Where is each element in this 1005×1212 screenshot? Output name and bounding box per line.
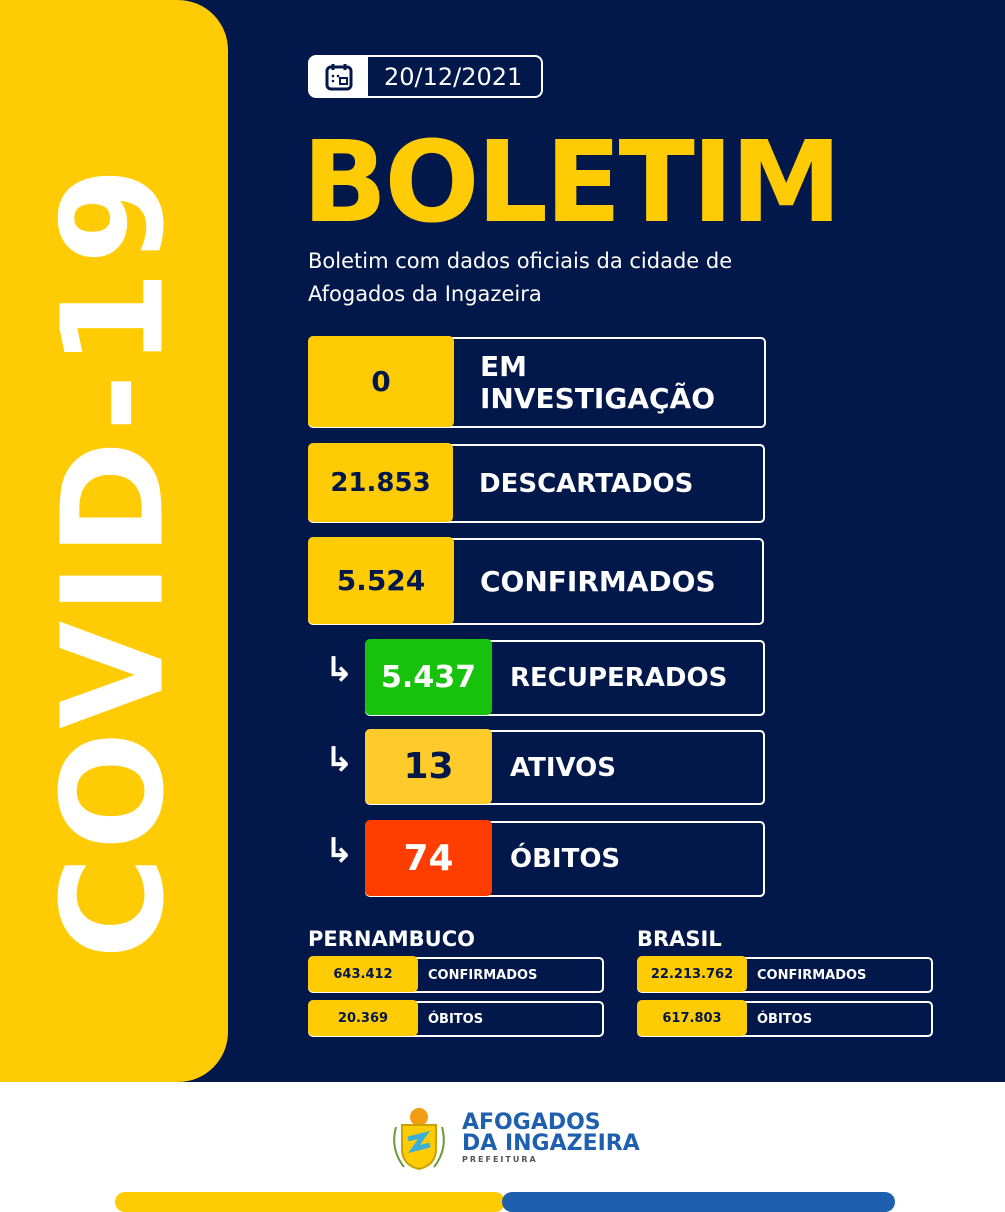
stat-label: CONFIRMADOS (757, 967, 867, 983)
stat-label: CONFIRMADOS (428, 967, 538, 983)
pernambuco-obitos: 20.369 ÓBITOS (308, 1000, 604, 1037)
stat-value: 5.437 (365, 639, 492, 715)
stat-label: ÓBITOS (757, 1011, 813, 1027)
calendar-icon (310, 57, 368, 96)
stat-value: 20.369 (308, 1000, 418, 1036)
stat-value: 643.412 (308, 956, 418, 992)
side-banner: COVID-19 (0, 0, 228, 1082)
brasil-title: BRASIL (637, 927, 722, 951)
stat-value: 74 (365, 820, 492, 896)
prefeitura-logo: AFOGADOS DA INGAZEIRA PREFEITURA (388, 1105, 640, 1173)
pernambuco-title: PERNAMBUCO (308, 927, 475, 951)
stat-value: 5.524 (308, 537, 454, 624)
stat-label: ÓBITOS (428, 1011, 484, 1027)
stat-value: 21.853 (308, 443, 453, 522)
stat-value: 0 (308, 336, 454, 427)
date-badge: 20/12/2021 (308, 55, 543, 98)
brasil-obitos: 617.803 ÓBITOS (637, 1000, 933, 1037)
stat-label: CONFIRMADOS (480, 564, 716, 598)
stat-value: 22.213.762 (637, 956, 747, 992)
date-text: 20/12/2021 (384, 62, 523, 91)
stat-value: 617.803 (637, 1000, 747, 1036)
stat-obitos: 74 ÓBITOS (365, 820, 765, 897)
stat-em-investigacao: 0 EM INVESTIGAÇÃO (308, 336, 766, 428)
logo-line3: PREFEITURA (462, 1155, 538, 1164)
stat-descartados: 21.853 DESCARTADOS (308, 443, 765, 523)
pernambuco-confirmados: 643.412 CONFIRMADOS (308, 956, 604, 993)
footer-bar-yellow (115, 1192, 505, 1212)
stat-label: EM INVESTIGAÇÃO (480, 349, 716, 415)
stat-value: 13 (365, 729, 492, 804)
stat-label: ÓBITOS (510, 844, 621, 874)
brasil-confirmados: 22.213.762 CONFIRMADOS (637, 956, 933, 993)
stat-label: DESCARTADOS (479, 468, 694, 499)
stat-label: ATIVOS (510, 752, 617, 783)
logo-line1: AFOGADOS (462, 1110, 601, 1135)
arrow-return-icon: ↳ (325, 740, 354, 780)
side-title: COVID-19 (32, 160, 196, 960)
stat-recuperados: 5.437 RECUPERADOS (365, 639, 765, 716)
page-title: BOLETIM (302, 118, 842, 248)
stat-label: RECUPERADOS (510, 663, 728, 693)
stat-confirmados: 5.524 CONFIRMADOS (308, 537, 764, 625)
arrow-return-icon: ↳ (325, 650, 354, 690)
arrow-return-icon: ↳ (325, 831, 354, 871)
logo-line2: DA INGAZEIRA (462, 1131, 640, 1156)
coat-of-arms-icon (393, 1108, 445, 1171)
subtitle: Boletim com dados oficiais da cidade de … (308, 249, 733, 306)
stat-ativos: 13 ATIVOS (365, 729, 765, 805)
footer-bar-blue (502, 1192, 895, 1212)
